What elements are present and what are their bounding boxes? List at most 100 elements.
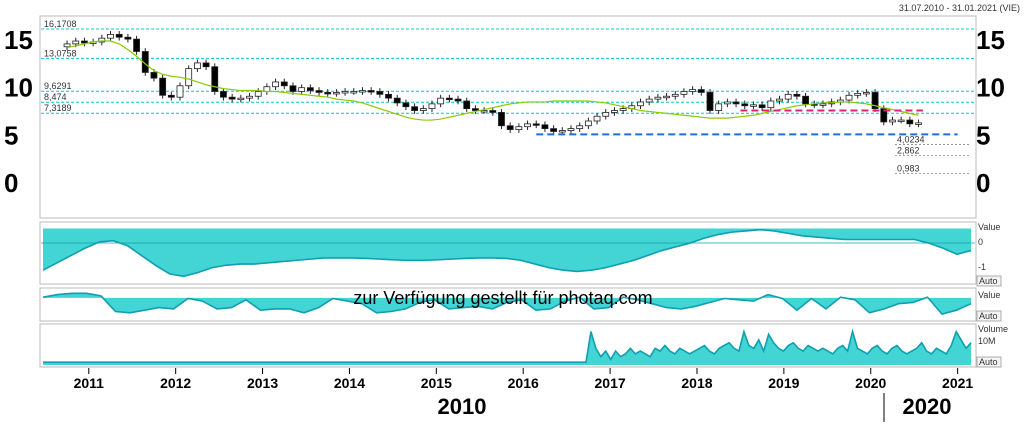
candle-body <box>584 120 592 127</box>
candle-body <box>845 94 853 101</box>
candle-body <box>176 85 184 98</box>
candle-body <box>541 124 549 130</box>
candle-body <box>185 68 193 87</box>
candle-body <box>671 93 679 97</box>
candle-body <box>689 89 697 92</box>
candle-body <box>915 122 922 125</box>
price-tick-right: 15 <box>976 25 1005 55</box>
candle-body <box>550 128 558 132</box>
candle-body <box>558 130 566 133</box>
x-tick-label: 2017 <box>595 375 626 391</box>
date-range-label: 31.07.2010 - 31.01.2021 (VIE) <box>899 3 1020 13</box>
watermark: zur Verfügung gestellt für photaq.com <box>353 288 652 308</box>
level-label: 7,3189 <box>44 103 72 113</box>
candle-body <box>697 89 705 93</box>
candle-body <box>385 93 392 99</box>
candle-body <box>63 43 71 48</box>
macd-panel <box>39 221 977 285</box>
x-tick-label: 2020 <box>855 375 886 391</box>
candle-body <box>220 91 227 98</box>
level-label: 8,474 <box>44 92 67 102</box>
candle-body <box>906 119 914 125</box>
macd-area <box>43 228 971 277</box>
volume-area <box>43 331 971 365</box>
osc-auto-label: Auto <box>979 311 998 321</box>
decade-label-2010: 2010 <box>438 394 487 419</box>
candle-body <box>341 91 349 94</box>
macd-auto-button[interactable]: Auto <box>976 275 1002 287</box>
volume-auto-button[interactable]: Auto <box>976 356 1002 368</box>
candle-body <box>524 123 531 128</box>
candle-body <box>428 103 436 110</box>
candle-body <box>576 125 584 130</box>
level-label: 13,0758 <box>44 48 77 58</box>
x-tick-label: 2016 <box>508 375 539 391</box>
candle-body <box>741 103 749 107</box>
candle-body <box>663 95 670 99</box>
candle-body <box>880 108 888 123</box>
decade-label-2020: 2020 <box>903 394 952 419</box>
price-tick-right: 0 <box>976 168 990 198</box>
candle-body <box>819 103 827 106</box>
x-tick-label: 2015 <box>421 375 452 391</box>
candle-body <box>246 95 253 99</box>
candle-body <box>567 128 575 131</box>
candle-body <box>750 104 757 107</box>
price-tick-left: 0 <box>4 168 18 198</box>
candle-body <box>72 40 80 45</box>
candle-body <box>506 125 514 130</box>
osc-auto-button[interactable]: Auto <box>976 310 1002 322</box>
volume-label: Volume <box>978 324 1008 334</box>
candle-body <box>515 126 523 130</box>
candle-body <box>211 66 219 92</box>
oscillator-panel <box>39 287 977 322</box>
oscillator-line <box>42 292 972 316</box>
candle-body <box>680 91 688 95</box>
candle-body <box>193 62 201 70</box>
candle-body <box>480 110 488 113</box>
candle-body <box>402 102 410 108</box>
x-tick-label: 2013 <box>247 375 278 391</box>
candle-body <box>498 112 505 127</box>
x-tick-label: 2014 <box>334 375 365 391</box>
candle-body <box>167 94 175 98</box>
candle-body <box>889 119 896 123</box>
x-tick-label: 2018 <box>681 375 712 391</box>
candle-body <box>81 40 88 44</box>
candle-body <box>723 101 731 105</box>
candle-body <box>776 98 783 102</box>
candle-body <box>324 92 332 95</box>
candle-body <box>445 97 453 101</box>
candle-body <box>150 72 158 79</box>
candle-body <box>758 104 766 109</box>
candle-body <box>532 123 540 126</box>
candle-body <box>306 87 314 91</box>
candle-body <box>367 90 375 93</box>
candle-body <box>767 100 775 109</box>
candle-body <box>393 97 401 104</box>
x-tick-label: 2019 <box>768 375 799 391</box>
candle-body <box>333 92 340 95</box>
x-tick-label: 2011 <box>74 375 105 391</box>
candle-body <box>732 101 740 105</box>
macd-line <box>42 228 972 278</box>
macd-tick-minus-one: -1 <box>978 262 986 272</box>
candle-body <box>107 33 114 39</box>
candle-body <box>115 33 123 38</box>
candle-body <box>315 90 323 93</box>
candle-body <box>376 91 384 95</box>
candle-body <box>98 37 106 43</box>
price-tick-right: 5 <box>976 120 990 150</box>
candle-body <box>237 97 245 101</box>
candle-body <box>202 62 210 68</box>
candle-body <box>793 93 801 97</box>
candle-body <box>637 101 644 107</box>
volume-auto-label: Auto <box>979 357 998 367</box>
candle-body <box>619 108 627 111</box>
price-tick-left: 5 <box>4 120 18 150</box>
price-panel <box>39 15 977 219</box>
level-label: 16,1708 <box>44 19 77 29</box>
volume-panel <box>39 323 977 368</box>
candle-body <box>454 98 462 102</box>
